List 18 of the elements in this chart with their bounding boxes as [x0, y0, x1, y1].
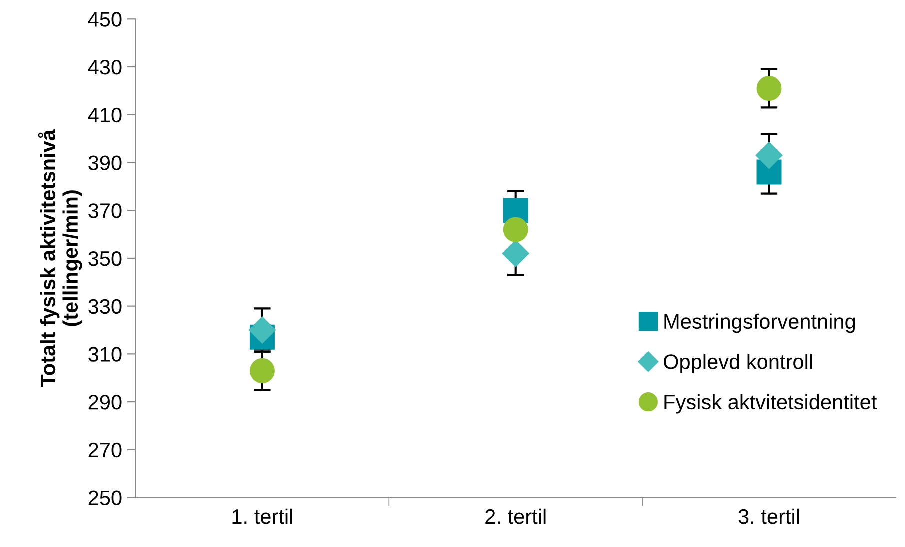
y-tick-label: 330 [88, 299, 122, 314]
y-axis-title: Totalt fysisk aktivitetsnivå (tellinger/min) [38, 129, 82, 388]
y-tick-label: 410 [88, 108, 122, 123]
y-tick-label: 310 [88, 347, 122, 362]
y-tick-label: 370 [88, 204, 122, 218]
y-tick-label: 290 [88, 395, 122, 410]
y-tick-label: 350 [88, 251, 122, 266]
legend-label: Mestringsforventning [664, 314, 856, 334]
x-tick-label: 2. tertil [486, 508, 546, 524]
x-tick-label: 1. tertil [232, 508, 292, 524]
x-tick-label: 3. tertil [738, 508, 800, 524]
y-tick-label: 250 [88, 490, 122, 506]
y-tick-label: 450 [88, 12, 122, 27]
y-tick-label: 270 [88, 442, 122, 458]
y-tick-label: 390 [88, 156, 122, 170]
legend-label: Fysisk aktvitetsidentitet [664, 394, 878, 414]
legend-label: Opplevd kontroll [664, 354, 812, 374]
y-tick-label: 430 [88, 60, 122, 75]
